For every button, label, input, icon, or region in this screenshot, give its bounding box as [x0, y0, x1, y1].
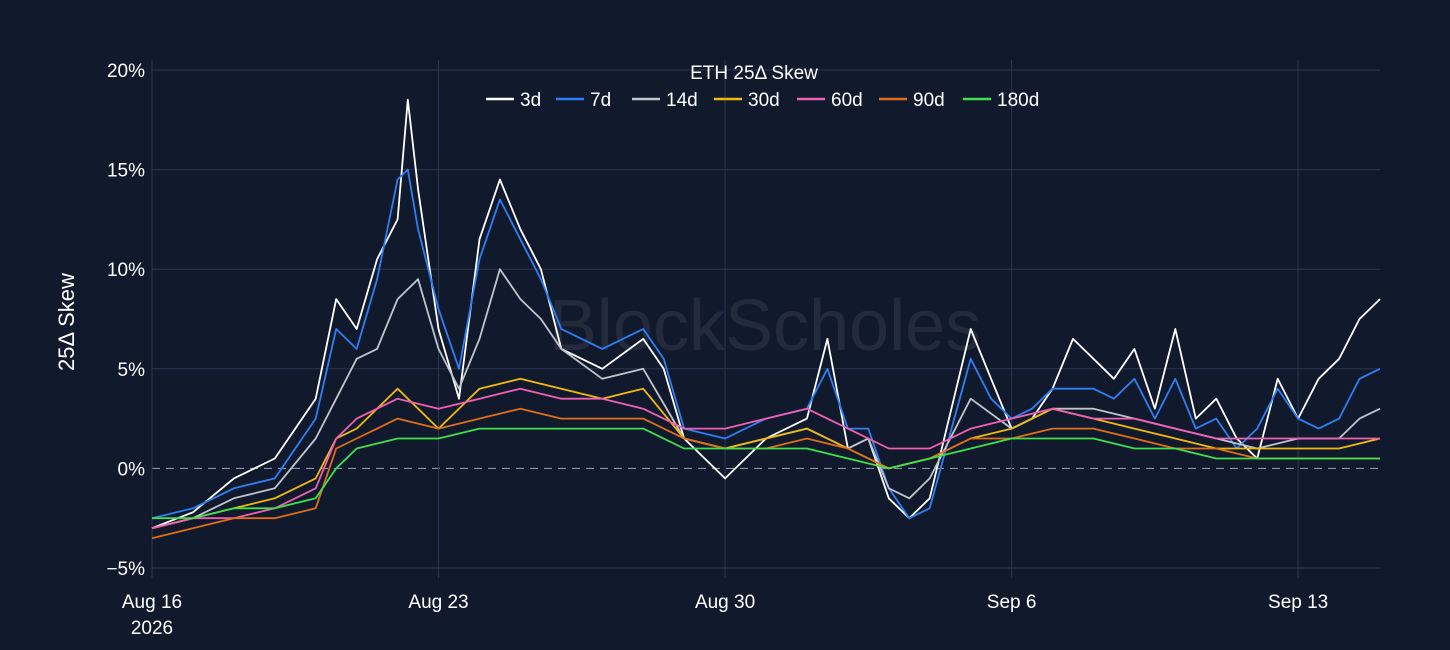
x-tick-label: Aug 30 [695, 592, 755, 613]
series-line-3d [151, 98, 1381, 530]
legend-item-60d[interactable]: 60d [797, 90, 863, 111]
series-line-30d [151, 377, 1381, 530]
y-tick-label: 20% [107, 61, 145, 82]
legend-label: 180d [997, 90, 1039, 111]
legend-label: 90d [913, 90, 945, 111]
x-tick-label: Sep 6 [987, 592, 1037, 613]
legend-label: 14d [666, 90, 698, 111]
series-line-180d [152, 427, 1380, 520]
y-tick-label: 15% [107, 161, 145, 182]
x-tick-year-label: 2026 [131, 618, 173, 639]
axes: 20% 15% 10% 5% 0% −5% Aug 16 2026 Aug 23 Aug 30 Se… [106, 61, 1328, 639]
grid [151, 60, 1380, 578]
series-line-60d [151, 387, 1380, 530]
legend-item-14d[interactable]: 14d [632, 90, 698, 111]
legend-item-30d[interactable]: 30d [714, 90, 780, 111]
y-tick-label: 10% [107, 260, 145, 281]
y-tick-label: −5% [106, 559, 145, 580]
legend-label: 30d [748, 90, 780, 111]
x-tick-label: Sep 13 [1268, 592, 1328, 613]
x-tick-label: Aug 23 [408, 592, 468, 613]
watermark: BlockScholes [549, 286, 981, 366]
y-axis-label: 25Δ Skew [54, 273, 79, 371]
y-tick-label: 0% [118, 459, 146, 480]
legend[interactable]: 3d 7d 14d 30d 60d 90d 180d [486, 90, 1039, 111]
legend-label: 3d [520, 90, 541, 111]
legend-item-3d[interactable]: 3d [486, 90, 541, 111]
legend-item-7d[interactable]: 7d [556, 90, 611, 111]
legend-item-90d[interactable]: 90d [879, 90, 945, 111]
series-line-7d [151, 168, 1381, 520]
series-lines [151, 98, 1381, 540]
legend-item-180d[interactable]: 180d [963, 90, 1039, 111]
x-tick-label: Aug 16 [122, 592, 182, 613]
chart-title: ETH 25Δ Skew [690, 63, 818, 84]
legend-label: 7d [590, 90, 611, 111]
legend-label: 60d [831, 90, 863, 111]
y-tick-label: 5% [118, 360, 146, 381]
